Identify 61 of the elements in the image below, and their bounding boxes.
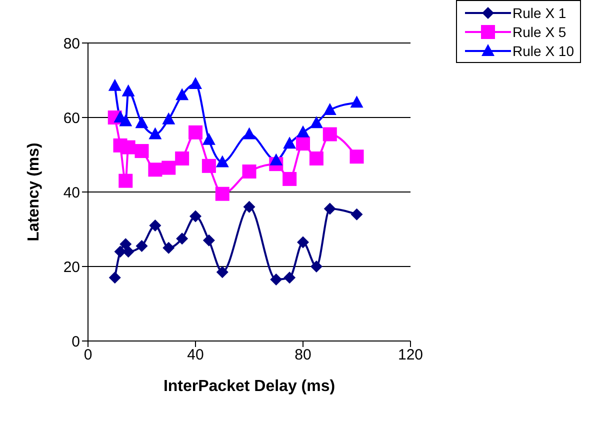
point [148, 127, 162, 140]
y-tick-label: 60 [63, 110, 80, 127]
y-axis-title: Latency (ms) [26, 142, 43, 242]
point [216, 266, 228, 278]
point [296, 125, 310, 138]
point [162, 160, 176, 175]
point [270, 153, 283, 166]
point [350, 150, 364, 164]
point [242, 164, 256, 179]
x-tick-label: 80 [294, 346, 312, 364]
point [176, 232, 188, 245]
point [119, 114, 132, 126]
point [149, 220, 162, 232]
legend-label: Rule X 5 [512, 24, 566, 40]
point [202, 158, 216, 173]
point [136, 240, 148, 252]
point [283, 136, 296, 149]
point [242, 127, 256, 140]
point [189, 76, 202, 89]
y-tick-label: 20 [63, 258, 80, 276]
point [282, 172, 297, 186]
point [188, 125, 203, 140]
x-tick-label: 0 [84, 346, 92, 364]
x-tick-label: 40 [187, 346, 204, 364]
legend-label: Rule X 1 [512, 4, 566, 20]
legend-label: Rule X 10 [512, 42, 574, 58]
point [323, 103, 336, 116]
point [162, 242, 175, 254]
y-tick-label: 0 [72, 333, 80, 350]
y-tick-label: 40 [63, 184, 80, 202]
x-tick-label: 120 [398, 346, 424, 364]
point [309, 151, 324, 166]
y-tick-label: 80 [63, 35, 80, 52]
point [215, 186, 230, 201]
point [148, 162, 162, 177]
point [322, 127, 337, 142]
point [108, 78, 122, 91]
point [134, 144, 149, 158]
point [118, 174, 133, 188]
x-axis-title: InterPacket Delay (ms) [163, 378, 336, 395]
point [216, 155, 229, 168]
point [296, 136, 310, 151]
point [120, 238, 132, 250]
point [175, 151, 190, 166]
point [350, 96, 364, 108]
point [297, 236, 310, 248]
point [190, 210, 202, 222]
point [122, 84, 135, 96]
point [310, 260, 322, 272]
point [243, 200, 256, 213]
point [176, 88, 189, 100]
point [202, 234, 215, 246]
point [270, 274, 282, 286]
point [162, 112, 176, 124]
point [350, 208, 363, 220]
point [284, 272, 296, 284]
point [108, 272, 121, 284]
point [135, 116, 148, 128]
point [202, 132, 216, 145]
point [310, 116, 323, 128]
point [324, 202, 336, 215]
